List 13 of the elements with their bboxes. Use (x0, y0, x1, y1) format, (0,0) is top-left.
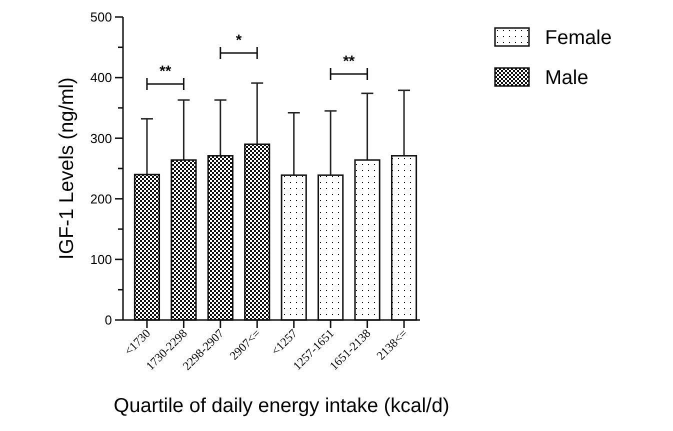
y-tick-label: 400 (90, 70, 112, 86)
legend-label: Male (545, 67, 588, 89)
annotation: ** (159, 63, 172, 80)
y-axis-title: IGF-1 Levels (ng/ml) (56, 77, 78, 260)
annotation: * (236, 32, 242, 49)
x-axis-title: Quartile of daily energy intake (kcal/d) (114, 395, 450, 417)
annotation: ** (343, 53, 355, 70)
y-tick-label: 0 (104, 312, 112, 328)
legend-label: Female (545, 27, 612, 49)
y-tick-label: 300 (90, 130, 112, 146)
y-tick-label: 200 (90, 191, 112, 206)
y-tick-label: 500 (90, 10, 112, 25)
y-tick-label: 100 (90, 252, 112, 267)
